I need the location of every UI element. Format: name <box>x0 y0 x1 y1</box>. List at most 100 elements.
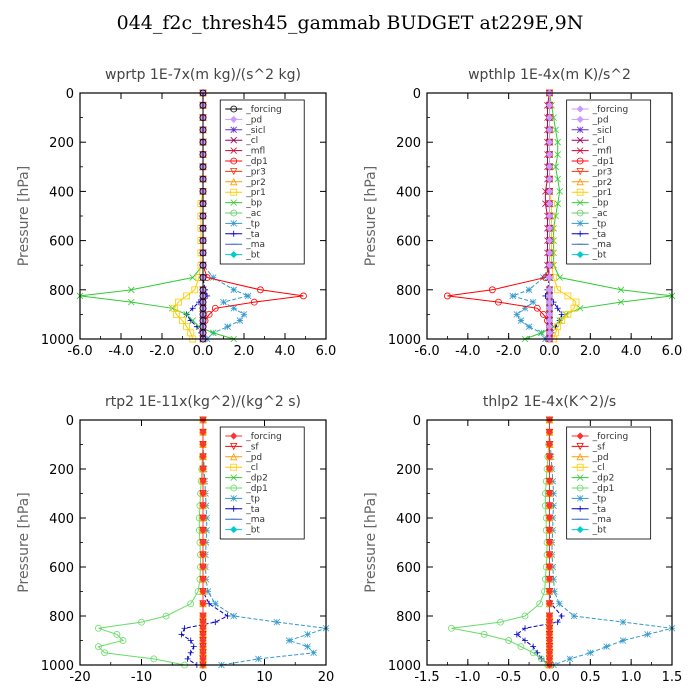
data-point <box>199 514 207 522</box>
legend-marker <box>576 442 584 451</box>
y-tick-label: 800 <box>396 610 421 625</box>
data-point <box>517 643 525 651</box>
legend-label: _pd <box>245 453 262 463</box>
y-tick-label: 1000 <box>41 333 74 348</box>
data-point <box>534 649 541 656</box>
legend-marker <box>230 484 238 492</box>
data-point <box>545 101 554 109</box>
legend-marker <box>230 147 238 154</box>
legend-label: _bt <box>592 251 607 261</box>
data-point <box>545 440 554 449</box>
data-point <box>545 150 554 159</box>
data-point <box>617 298 625 306</box>
legend-marker <box>230 199 238 206</box>
data-point <box>187 649 194 656</box>
x-tick-label: 0.0 <box>539 344 560 359</box>
legend-marker <box>576 495 584 502</box>
data-point <box>530 643 537 650</box>
data-point <box>545 489 554 498</box>
legend-marker <box>230 136 238 144</box>
legend-marker <box>576 452 584 461</box>
data-point <box>179 317 186 324</box>
y-tick-label: 200 <box>396 136 421 151</box>
data-point <box>199 477 207 485</box>
data-point <box>554 305 561 312</box>
legend-label: _bt <box>592 526 607 536</box>
data-point <box>536 600 544 608</box>
legend-label: _cl <box>592 463 605 473</box>
legend-label: _tp <box>245 494 260 504</box>
data-point <box>300 292 307 300</box>
data-point <box>566 655 574 663</box>
main-title: 044_f2c_thresh45_gammab BUDGET at229E,9N <box>116 12 584 34</box>
data-point <box>199 101 207 109</box>
legend-marker <box>230 115 238 123</box>
data-point <box>550 575 557 583</box>
data-point <box>119 637 127 644</box>
data-point <box>550 490 557 497</box>
panel-title: wprtp 1E-7x(m kg)/(s^2 kg) <box>105 67 301 83</box>
legend-marker <box>576 126 584 134</box>
legend-label: _pd <box>592 453 609 463</box>
x-tick-label: -10 <box>131 670 152 685</box>
legend-marker <box>230 251 238 259</box>
legend-label: _pr1 <box>245 188 266 198</box>
legend-label: _dp1 <box>592 484 615 494</box>
y-tick-label: 600 <box>49 561 74 576</box>
data-point <box>488 286 496 294</box>
plot-frame <box>79 419 327 666</box>
data-point <box>545 187 554 195</box>
x-tick-label: 0.5 <box>580 670 601 685</box>
x-tick-label: -20 <box>69 670 90 685</box>
x-tick-label: -0.5 <box>496 670 521 685</box>
legend-marker <box>576 136 584 144</box>
legend-label: _forcing <box>245 432 282 442</box>
data-point <box>187 637 194 644</box>
x-tick-label: 1.5 <box>662 670 683 685</box>
legend-label: _mfl <box>592 147 612 157</box>
x-tick-label: 10 <box>256 670 273 685</box>
data-point <box>551 588 558 595</box>
y-tick-label: 800 <box>49 610 74 625</box>
y-tick-label: 1000 <box>388 333 421 348</box>
legend-label: _sicl <box>592 126 612 136</box>
data-point <box>236 317 244 324</box>
data-point <box>545 538 554 547</box>
legend-marker <box>576 188 584 196</box>
data-point <box>556 317 563 324</box>
data-point <box>174 298 182 306</box>
legend-marker <box>577 230 584 237</box>
x-tick-label: -2.0 <box>149 344 174 359</box>
data-point <box>224 323 231 330</box>
legend-label: _forcing <box>592 105 629 115</box>
legend-label: _pr1 <box>592 188 613 198</box>
y-tick-label: 1000 <box>388 659 421 674</box>
data-point <box>644 631 651 638</box>
data-point <box>562 311 570 318</box>
data-point <box>570 304 578 312</box>
data-point <box>199 551 207 559</box>
y-tick-label: 0 <box>66 87 74 102</box>
data-point <box>545 453 554 461</box>
data-point <box>545 249 554 257</box>
data-point <box>545 502 554 510</box>
legend-label: _tp <box>245 219 260 229</box>
legend-marker <box>230 177 238 186</box>
y-tick-label: 200 <box>49 136 74 151</box>
legend-marker <box>576 463 584 471</box>
data-point <box>513 631 520 638</box>
data-point <box>603 643 610 650</box>
data-point <box>183 292 191 300</box>
legend-label: _sicl <box>245 126 265 136</box>
legend-marker <box>230 452 238 461</box>
data-point <box>199 575 207 583</box>
legend-label: _pr2 <box>245 178 266 188</box>
plot-frame <box>79 92 327 340</box>
data-point <box>250 298 258 306</box>
x-tick-label: 0.0 <box>539 670 560 685</box>
x-tick-label: -1.0 <box>455 670 480 685</box>
legend-label: _bt <box>245 251 260 261</box>
legend-marker <box>576 220 584 227</box>
data-point <box>189 317 197 324</box>
